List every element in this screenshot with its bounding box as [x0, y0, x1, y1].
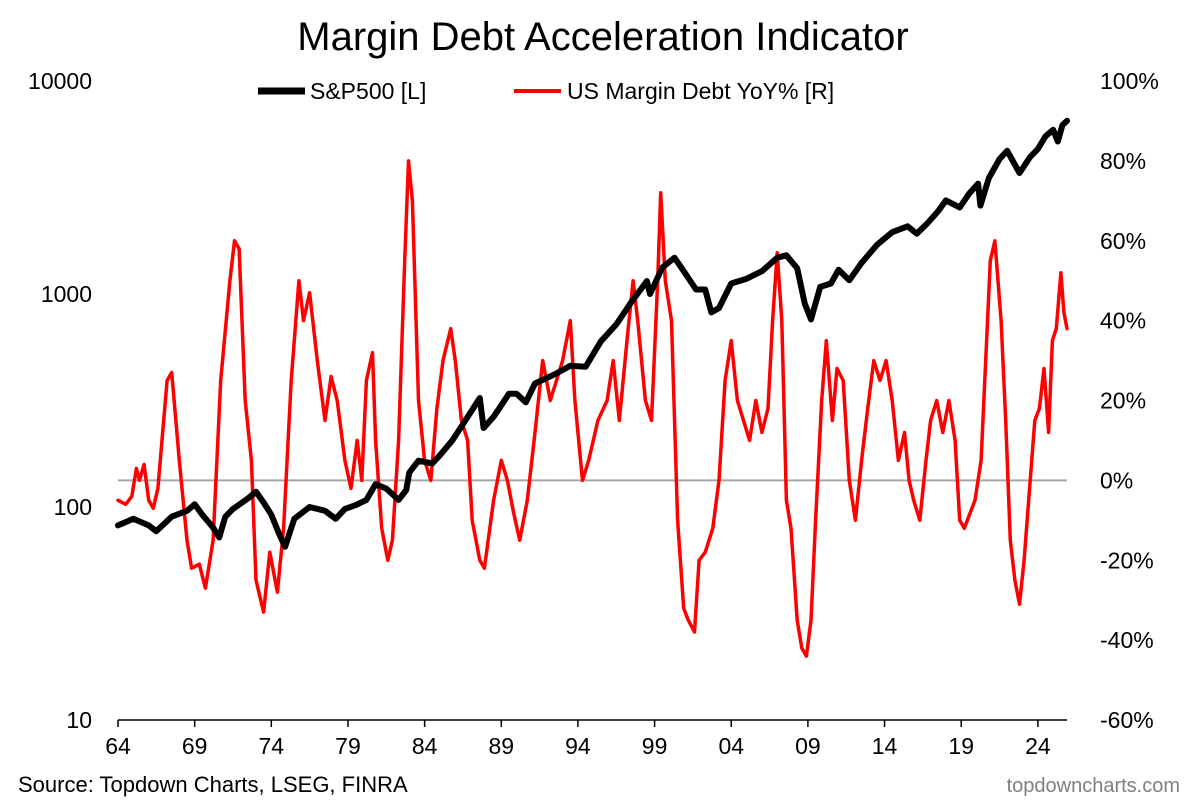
x-tick-label: 79	[335, 733, 361, 759]
y-left-tick-label: 10000	[28, 68, 92, 94]
chart-title: Margin Debt Acceleration Indicator	[297, 15, 908, 59]
y-right-tick-label: 100%	[1100, 68, 1159, 94]
x-tick-label: 69	[182, 733, 208, 759]
x-tick-label: 19	[948, 733, 974, 759]
y-right-tick-label: 0%	[1100, 467, 1133, 493]
x-tick-label: 74	[259, 733, 285, 759]
x-tick-label: 99	[642, 733, 668, 759]
y-right-tick-label: -20%	[1100, 547, 1154, 573]
legend-label-margin-debt: US Margin Debt YoY% [R]	[567, 78, 834, 104]
y-right-tick-label: -60%	[1100, 707, 1154, 733]
y-left-tick-label: 10	[66, 707, 92, 733]
source-note: Source: Topdown Charts, LSEG, FINRA	[18, 772, 408, 797]
legend: S&P500 [L] US Margin Debt YoY% [R]	[258, 78, 834, 104]
y-left-tick-label: 100	[54, 494, 92, 520]
x-tick-label: 04	[718, 733, 744, 759]
watermark: topdowncharts.com	[1007, 775, 1180, 797]
y-right-tick-label: 20%	[1100, 388, 1146, 414]
y-right-tick-label: 60%	[1100, 228, 1146, 254]
x-tick-label: 09	[795, 733, 821, 759]
x-tick-label: 64	[105, 733, 131, 759]
legend-label-sp500: S&P500 [L]	[310, 78, 426, 104]
series-line-sp500	[115, 117, 1070, 550]
y-right-tick-label: -40%	[1100, 627, 1154, 653]
x-tick-label: 94	[565, 733, 591, 759]
series-line-margin-debt-yoy	[116, 159, 1069, 658]
y-right-tick-label: 80%	[1100, 148, 1146, 174]
y-left-tick-label: 1000	[41, 281, 92, 307]
x-tick-label: 89	[488, 733, 514, 759]
x-tick-label: 84	[412, 733, 438, 759]
y-right-tick-label: 40%	[1100, 308, 1146, 334]
x-tick-label: 14	[872, 733, 898, 759]
x-tick-label: 24	[1025, 733, 1051, 759]
